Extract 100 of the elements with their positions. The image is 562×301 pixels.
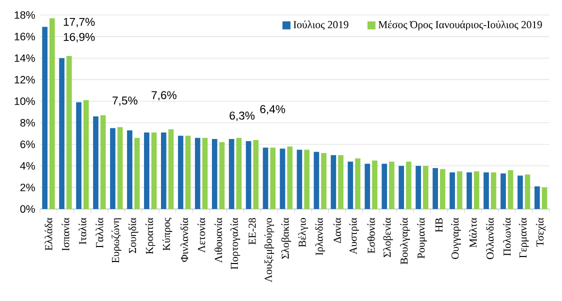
x-tick-label: Σλοβενία <box>383 218 393 258</box>
bar <box>416 166 421 209</box>
x-tick-label: Ιρλανδία <box>315 218 326 256</box>
x-tick-label: Λουξεμβούργο <box>264 218 274 282</box>
bar <box>456 171 462 209</box>
bar <box>185 136 191 209</box>
y-tick-label: 10% <box>14 97 35 106</box>
bar <box>382 164 388 209</box>
bar <box>389 162 394 209</box>
bar <box>228 138 234 209</box>
bar <box>518 176 523 209</box>
y-tick-label: 6% <box>20 140 35 148</box>
bar <box>236 138 242 209</box>
y-tick-label: 14% <box>14 54 35 62</box>
bar <box>212 138 218 209</box>
x-tick-label: Βουλγαρία <box>400 218 410 264</box>
x-tick-label: Ολλανδία <box>486 218 494 260</box>
bar <box>422 166 428 209</box>
annotation: 7,6% <box>152 91 176 101</box>
bar <box>253 140 259 209</box>
bar <box>364 164 370 209</box>
legend-label: Μέσος Όρος Ιανουάριος-Ιούλιος 2019 <box>378 20 542 30</box>
bar <box>219 142 225 209</box>
y-tick-label: 4% <box>20 162 35 170</box>
bar <box>304 150 310 209</box>
bar <box>144 132 150 209</box>
bar <box>338 155 344 209</box>
legend-label: Ιούλιος 2019 <box>294 20 348 30</box>
bar <box>59 58 64 209</box>
bar <box>490 172 496 209</box>
bar <box>66 56 72 209</box>
bar <box>508 170 514 209</box>
bar <box>270 148 276 209</box>
bar <box>474 171 480 209</box>
y-tick-label: 16% <box>14 32 35 40</box>
bar <box>534 186 540 209</box>
x-tick-label: Εσθονία <box>367 218 375 254</box>
bar <box>49 18 55 209</box>
bar <box>161 132 166 209</box>
y-tick-label: 12% <box>14 76 35 84</box>
x-tick-label: Βέλγιο <box>298 218 308 247</box>
x-tick-label: Ρουμανία <box>417 218 427 258</box>
bar <box>355 158 360 209</box>
bar <box>484 172 489 209</box>
bar <box>100 115 106 209</box>
x-tick-label: Γαλλία <box>96 218 104 248</box>
y-tick-label: 2% <box>20 184 35 192</box>
annotation: 7,5% <box>112 96 138 106</box>
y-tick-label: 8% <box>20 119 35 127</box>
bar <box>287 146 293 209</box>
bar <box>348 162 354 209</box>
annotation: 17,7% <box>64 18 95 28</box>
bar <box>246 141 252 209</box>
bar <box>127 130 132 209</box>
x-tick-label: Λετονία <box>197 218 206 253</box>
bar <box>450 172 455 209</box>
x-tick-label: Ουγγαρία <box>451 218 461 259</box>
x-tick-label: Σουηδία <box>128 218 138 254</box>
bar <box>321 152 326 209</box>
annotation: 16,9% <box>64 32 95 42</box>
bar <box>262 148 268 209</box>
y-tick-label: 0% <box>20 205 35 213</box>
x-tick-label: Ιταλία <box>78 218 86 244</box>
bar <box>151 132 157 209</box>
bar <box>524 174 530 209</box>
x-tick-label: Κύπρος <box>162 218 172 251</box>
x-tick-label: Φινλανδία <box>180 218 188 262</box>
bar <box>168 129 174 209</box>
x-tick-label: Γερμανία <box>518 218 529 258</box>
annotation: 6,4% <box>260 105 286 115</box>
x-tick-label: Μάλτα <box>469 218 477 248</box>
x-tick-label: Ισπανία <box>62 218 70 251</box>
bar <box>134 138 140 209</box>
bar <box>110 128 116 209</box>
x-tick-label: ΕΕ-28 <box>248 218 256 245</box>
bar <box>432 168 438 209</box>
x-tick-label: Πολωνία <box>503 218 511 256</box>
x-tick-label: Λιθουανία <box>214 218 222 263</box>
bar <box>296 150 302 209</box>
x-tick-label: Δανία <box>333 218 341 243</box>
bar <box>330 155 336 209</box>
bar <box>542 187 548 209</box>
bar <box>500 173 506 209</box>
x-tick-label: Τσεχία <box>536 218 546 247</box>
bar <box>466 172 472 209</box>
annotation: 6,3% <box>230 112 255 121</box>
x-tick-label: Κροατία <box>145 218 156 254</box>
x-tick-label: Ευρωζώνη <box>112 218 122 263</box>
y-tick-label: 18% <box>14 11 35 19</box>
x-tick-label: ΗΒ <box>435 218 442 232</box>
bar <box>178 136 184 209</box>
x-tick-label: Πορτογαλία <box>230 218 240 270</box>
bar <box>398 166 404 209</box>
bar <box>42 26 48 209</box>
bar <box>76 102 82 209</box>
x-tick-label: Σλοβακία <box>281 218 292 259</box>
bar <box>372 160 378 209</box>
bar <box>93 116 98 209</box>
bar <box>280 148 286 209</box>
bar <box>406 162 412 209</box>
